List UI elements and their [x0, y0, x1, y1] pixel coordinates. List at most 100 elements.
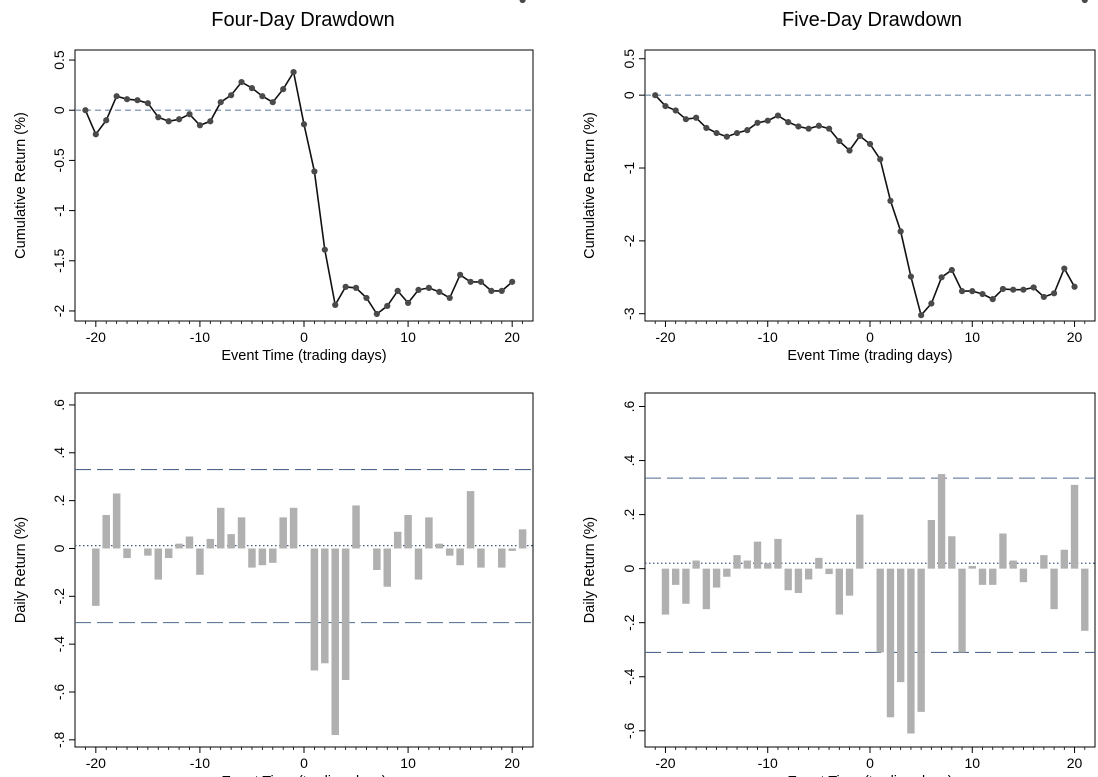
data-point: [196, 122, 204, 129]
bar: [258, 548, 267, 566]
data-point: [290, 68, 297, 76]
y-tick-label: -.2: [51, 588, 67, 605]
data-point: [1071, 283, 1078, 290]
x-tick-label: 20: [504, 755, 520, 771]
bar: [248, 548, 256, 568]
bar: [989, 568, 997, 585]
bar: [206, 538, 215, 549]
x-tick-label: -10: [190, 755, 210, 771]
bar: [1070, 484, 1079, 569]
data-point: [269, 99, 276, 106]
bar: [185, 536, 194, 549]
bar: [227, 534, 235, 549]
data-point: [958, 288, 966, 295]
data-point: [682, 116, 690, 123]
bar: [794, 568, 803, 593]
bar: [968, 565, 976, 569]
bar: [682, 568, 690, 604]
y-tick-label: 0: [621, 91, 637, 99]
data-point: [887, 197, 894, 204]
bar: [175, 543, 183, 549]
data-point: [477, 278, 485, 285]
bar: [774, 538, 782, 569]
data-point: [415, 286, 422, 293]
bar: [477, 548, 485, 568]
y-tick-label: -.8: [51, 731, 67, 748]
data-point: [938, 274, 945, 281]
bar: [876, 568, 884, 653]
bar: [352, 505, 360, 549]
data-point: [228, 92, 235, 99]
y-tick-label: -3: [621, 307, 637, 320]
bar: [1019, 568, 1028, 583]
bar: [815, 557, 823, 569]
data-point: [693, 114, 700, 121]
bar: [518, 529, 527, 549]
data-point: [488, 287, 495, 294]
bar: [414, 548, 423, 580]
data-point: [836, 137, 843, 145]
x-tick-label: 10: [964, 755, 980, 771]
bar: [289, 507, 298, 549]
x-axis-label: Event Time (trading days): [221, 348, 386, 364]
bar: [425, 517, 433, 549]
data-point: [1010, 286, 1017, 293]
bar: [112, 493, 121, 549]
bar: [269, 548, 277, 563]
x-axis-label: Event Time (trading days): [221, 774, 386, 777]
data-point: [918, 312, 925, 319]
data-point: [144, 100, 151, 107]
x-axis-label: Event Time (trading days): [787, 348, 952, 364]
y-tick-label: -1: [621, 162, 637, 175]
y-tick-label: -1: [51, 204, 67, 217]
data-point: [373, 310, 380, 318]
bar: [897, 568, 905, 683]
data-point: [425, 284, 433, 291]
bar: [331, 548, 339, 736]
y-tick-label: 0.5: [51, 50, 67, 70]
plot-frame: [74, 392, 534, 748]
data-point: [280, 86, 287, 93]
data-point: [207, 118, 214, 125]
x-tick-label: -20: [86, 329, 106, 345]
data-point: [846, 147, 853, 154]
y-tick-label: .2: [621, 509, 637, 521]
y-tick-label: -.4: [621, 668, 637, 685]
bar: [237, 517, 246, 549]
bar: [321, 548, 329, 664]
data-point: [877, 156, 884, 163]
bar: [216, 507, 225, 549]
x-tick-label: 0: [866, 329, 874, 345]
bar: [393, 531, 402, 549]
x-tick-label: 0: [866, 755, 874, 771]
bar: [123, 548, 131, 559]
data-point: [928, 300, 935, 307]
bar: [753, 541, 762, 569]
data-point: [948, 266, 955, 274]
data-point: [662, 102, 669, 110]
data-point: [457, 271, 464, 278]
y-tick-label: .6: [51, 399, 67, 411]
bar: [886, 568, 895, 718]
bar: [279, 517, 287, 549]
bar: [456, 548, 464, 566]
data-point: [519, 0, 526, 4]
bar: [1060, 549, 1068, 569]
y-tick-label: -0.5: [51, 148, 67, 172]
plot-frame: [644, 49, 1096, 322]
data-point: [321, 246, 328, 253]
x-tick-label: 20: [1067, 755, 1083, 771]
data-point: [1020, 286, 1027, 293]
bar: [907, 568, 915, 734]
y-tick-label: 0.5: [621, 49, 637, 69]
bar: [723, 568, 731, 577]
data-point: [989, 296, 996, 303]
bar: [712, 568, 721, 588]
data-point: [774, 112, 782, 119]
bar: [435, 543, 444, 549]
bar: [1009, 560, 1017, 569]
x-axis-label: Event Time (trading days): [787, 774, 952, 777]
bar: [672, 568, 680, 585]
data-point: [785, 119, 792, 126]
data-point: [795, 123, 802, 130]
